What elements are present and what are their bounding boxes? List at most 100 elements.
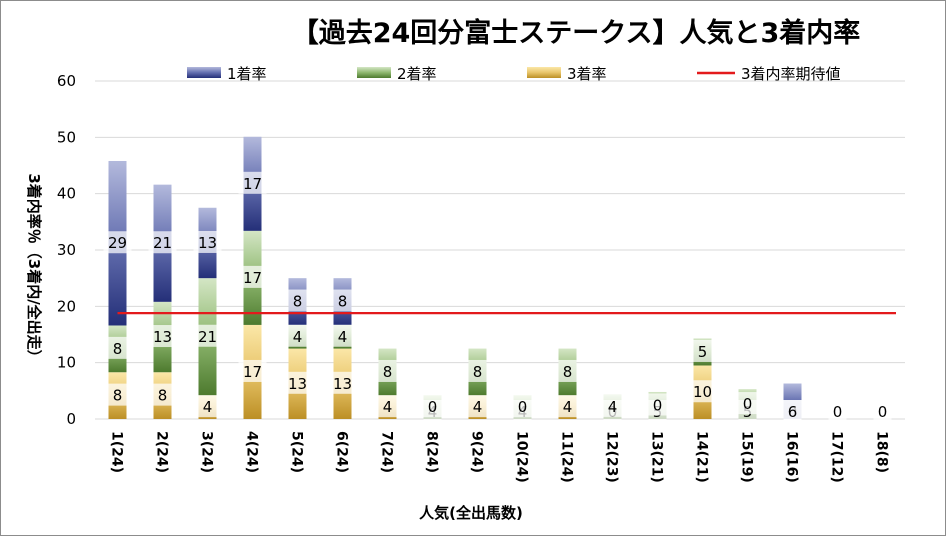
x-tick-label: 4(24) <box>244 431 260 473</box>
data-label-2nd: 0 <box>653 396 663 414</box>
data-label-bg <box>378 359 397 382</box>
data-label-1st: 8 <box>293 293 303 311</box>
data-label-2nd: 0 <box>428 398 438 416</box>
data-label-3rd: 8 <box>113 387 123 405</box>
chart-title: 【過去24回分富士ステークス】人気と3着内率 <box>292 17 861 49</box>
legend-swatch-2nd <box>357 67 391 78</box>
data-label-1st: 13 <box>198 234 217 252</box>
y-tick-label: 20 <box>57 297 76 315</box>
x-tick-label: 3(24) <box>199 431 215 473</box>
data-label-2nd: 4 <box>338 328 348 346</box>
y-tick-label: 10 <box>57 354 76 372</box>
data-labels: 8829813214211317171713481348484048404804… <box>103 171 892 422</box>
legend-label-3rd: 3着率 <box>567 65 607 83</box>
data-label-bg <box>423 395 442 418</box>
data-label-bg <box>238 359 267 382</box>
data-label-2nd: 21 <box>198 328 217 346</box>
data-label-bg <box>648 393 667 416</box>
x-tick-label: 11(24) <box>559 431 575 483</box>
data-label-bg <box>558 359 577 382</box>
data-label-bg <box>283 371 312 394</box>
y-tick-label: 40 <box>57 185 76 203</box>
x-axis-title: 人気(全出馬数) <box>419 504 523 522</box>
data-label-bg <box>328 371 357 394</box>
data-label-bg <box>828 400 847 422</box>
x-tick-label: 5(24) <box>289 431 305 473</box>
data-label-bg <box>688 380 717 403</box>
y-tick-label: 30 <box>57 241 76 259</box>
x-axis-ticks: 1(24) 2(24) 3(24) 4(24) 5(24) 6(24) 7(24) 8(24)… <box>109 431 890 483</box>
data-label-1st: 29 <box>108 234 127 252</box>
gridlines <box>95 80 905 420</box>
data-label-bg <box>108 383 127 406</box>
data-label-2nd: 4 <box>608 398 618 416</box>
data-label-2nd: 5 <box>698 343 708 361</box>
data-label-3rd: 10 <box>693 383 712 401</box>
data-label-3rd: 4 <box>203 398 213 416</box>
data-label-bg <box>148 325 177 348</box>
data-label-2nd: 0 <box>743 395 753 413</box>
data-label-bg <box>153 383 172 406</box>
data-label-3rd: 8 <box>158 387 168 405</box>
data-label-bg <box>193 230 222 253</box>
x-tick-label: 17(12) <box>829 431 845 483</box>
data-label-bg <box>603 394 622 417</box>
data-label-3rd: 13 <box>288 375 307 393</box>
y-axis-ticks: 0 10 20 30 40 50 60 <box>57 72 76 428</box>
legend-label-2nd: 2着率 <box>397 65 437 83</box>
y-tick-label: 60 <box>57 72 76 90</box>
data-label-1st: 17 <box>243 175 262 193</box>
x-tick-label: 7(24) <box>379 431 395 473</box>
x-tick-label: 6(24) <box>334 431 350 473</box>
data-label-bg <box>693 339 712 362</box>
y-tick-label: 0 <box>66 410 76 428</box>
data-label-bg <box>558 395 577 418</box>
data-label-bg <box>738 392 757 415</box>
data-label-bg <box>198 395 217 418</box>
y-axis-title: 3着内率％（3着内/全出走） <box>25 173 43 364</box>
data-label-bg <box>238 265 267 288</box>
data-label-bg <box>238 171 267 194</box>
data-label-bg <box>288 289 307 312</box>
data-label-2nd: 0 <box>518 398 528 416</box>
x-tick-label: 13(21) <box>649 431 665 483</box>
data-label-bg <box>873 400 892 422</box>
data-label-1st: 8 <box>338 293 348 311</box>
data-label-bg <box>108 336 127 359</box>
x-tick-label: 1(24) <box>109 431 125 473</box>
data-label-bg <box>378 395 397 418</box>
data-label-bg <box>468 359 487 382</box>
data-label-2nd: 13 <box>153 328 172 346</box>
data-label-1st: 0 <box>878 403 888 421</box>
data-label-2nd: 8 <box>113 340 123 358</box>
data-label-3rd: 4 <box>473 398 483 416</box>
data-label-bg <box>333 324 352 347</box>
bars <box>108 136 802 419</box>
y-tick-label: 50 <box>57 128 76 146</box>
data-label-bg <box>783 400 802 422</box>
data-label-bg <box>513 395 532 418</box>
legend: 1着率 2着率 3着率 3着内率期待値 <box>187 65 841 83</box>
data-label-3rd: 17 <box>243 363 262 381</box>
x-tick-label: 8(24) <box>424 431 440 473</box>
data-label-bg <box>193 324 222 347</box>
x-tick-label: 16(16) <box>784 431 800 483</box>
data-label-bg <box>333 289 352 312</box>
data-label-bg <box>148 231 177 254</box>
legend-label-expected: 3着内率期待値 <box>741 65 841 83</box>
x-tick-label: 14(21) <box>694 431 710 483</box>
data-label-3rd: 4 <box>383 398 393 416</box>
x-tick-label: 15(19) <box>739 431 755 483</box>
data-label-2nd: 4 <box>293 328 303 346</box>
x-tick-label: 12(23) <box>604 431 620 483</box>
x-tick-label: 2(24) <box>154 431 170 473</box>
data-label-3rd: 4 <box>563 398 573 416</box>
legend-swatch-1st <box>187 67 221 78</box>
data-label-2nd: 8 <box>563 363 573 381</box>
data-label-1st: 21 <box>153 234 172 252</box>
data-label-3rd: 13 <box>333 375 352 393</box>
data-label-2nd: 8 <box>383 363 393 381</box>
legend-label-1st: 1着率 <box>227 65 267 83</box>
legend-swatch-3rd <box>527 67 561 78</box>
